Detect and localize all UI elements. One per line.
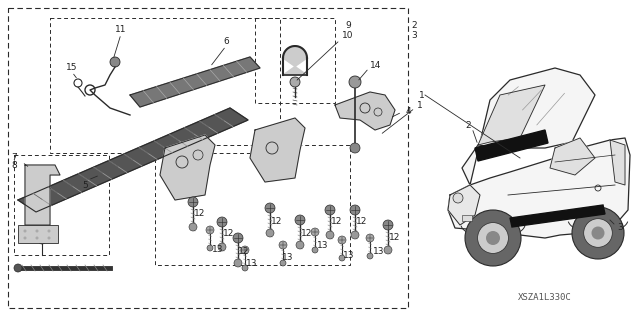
Text: 1: 1 <box>417 100 423 109</box>
Circle shape <box>217 217 227 227</box>
Circle shape <box>38 236 46 244</box>
Circle shape <box>584 219 612 247</box>
Circle shape <box>233 233 243 243</box>
Circle shape <box>312 247 318 253</box>
Text: 12: 12 <box>332 218 342 226</box>
Bar <box>462 215 472 221</box>
Circle shape <box>350 143 360 153</box>
Text: 5: 5 <box>82 181 88 189</box>
Circle shape <box>326 231 334 239</box>
Text: 9: 9 <box>345 20 351 29</box>
Text: 6: 6 <box>223 38 229 47</box>
Text: 12: 12 <box>238 248 250 256</box>
Text: 12: 12 <box>195 210 205 219</box>
Circle shape <box>35 236 38 240</box>
Polygon shape <box>510 205 605 227</box>
Text: 14: 14 <box>371 61 381 70</box>
Polygon shape <box>335 92 395 130</box>
Circle shape <box>296 241 304 249</box>
Text: 11: 11 <box>115 26 127 34</box>
Text: 4: 4 <box>405 108 411 116</box>
Polygon shape <box>462 68 595 185</box>
Text: 12: 12 <box>356 218 368 226</box>
Circle shape <box>367 253 373 259</box>
Circle shape <box>295 215 305 225</box>
Circle shape <box>24 236 26 240</box>
Circle shape <box>218 243 226 251</box>
Text: 3: 3 <box>411 32 417 41</box>
Circle shape <box>189 223 197 231</box>
Polygon shape <box>160 135 215 200</box>
Polygon shape <box>18 108 248 212</box>
Text: 12: 12 <box>301 229 313 239</box>
Bar <box>18 225 58 243</box>
Circle shape <box>338 236 346 244</box>
Polygon shape <box>130 57 260 107</box>
Circle shape <box>477 223 508 253</box>
Text: 12: 12 <box>389 234 401 242</box>
Circle shape <box>465 210 521 266</box>
Text: 15: 15 <box>67 63 77 72</box>
Circle shape <box>206 226 214 234</box>
Polygon shape <box>478 85 545 145</box>
Text: 13: 13 <box>317 241 329 250</box>
Circle shape <box>366 234 374 242</box>
Text: 2: 2 <box>411 20 417 29</box>
Polygon shape <box>475 130 548 161</box>
Text: 7: 7 <box>11 153 17 162</box>
Polygon shape <box>610 140 625 185</box>
Circle shape <box>572 207 624 259</box>
Circle shape <box>453 193 463 203</box>
Text: 13: 13 <box>212 246 224 255</box>
Text: 1: 1 <box>419 91 425 100</box>
Circle shape <box>188 197 198 207</box>
Circle shape <box>47 229 51 233</box>
Circle shape <box>207 245 213 251</box>
Circle shape <box>35 229 38 233</box>
Text: 12: 12 <box>271 218 283 226</box>
Circle shape <box>14 264 22 272</box>
Polygon shape <box>25 165 60 225</box>
Circle shape <box>325 205 335 215</box>
Circle shape <box>383 220 393 230</box>
Circle shape <box>47 236 51 240</box>
Text: 3: 3 <box>617 224 623 233</box>
Text: XSZA1L330C: XSZA1L330C <box>518 293 572 302</box>
Circle shape <box>280 260 286 266</box>
Circle shape <box>241 246 249 254</box>
Polygon shape <box>283 46 307 75</box>
Circle shape <box>349 76 361 88</box>
Polygon shape <box>550 138 595 175</box>
Text: 13: 13 <box>282 254 294 263</box>
Text: 8: 8 <box>11 161 17 170</box>
Circle shape <box>110 57 120 67</box>
Circle shape <box>339 255 345 261</box>
Circle shape <box>351 231 359 239</box>
Text: 13: 13 <box>343 250 355 259</box>
Circle shape <box>350 205 360 215</box>
Circle shape <box>311 228 319 236</box>
Text: 12: 12 <box>223 229 235 239</box>
Circle shape <box>266 229 274 237</box>
Circle shape <box>486 231 500 245</box>
Text: 10: 10 <box>342 32 354 41</box>
Circle shape <box>242 265 248 271</box>
Circle shape <box>234 259 242 267</box>
Circle shape <box>384 246 392 254</box>
Circle shape <box>279 241 287 249</box>
Circle shape <box>290 77 300 87</box>
Text: 13: 13 <box>246 259 258 269</box>
Text: 2: 2 <box>465 121 471 130</box>
Polygon shape <box>448 185 480 225</box>
Circle shape <box>591 226 605 240</box>
Circle shape <box>24 229 26 233</box>
Polygon shape <box>250 118 305 182</box>
Polygon shape <box>448 138 630 238</box>
Text: 13: 13 <box>373 248 385 256</box>
Circle shape <box>265 203 275 213</box>
